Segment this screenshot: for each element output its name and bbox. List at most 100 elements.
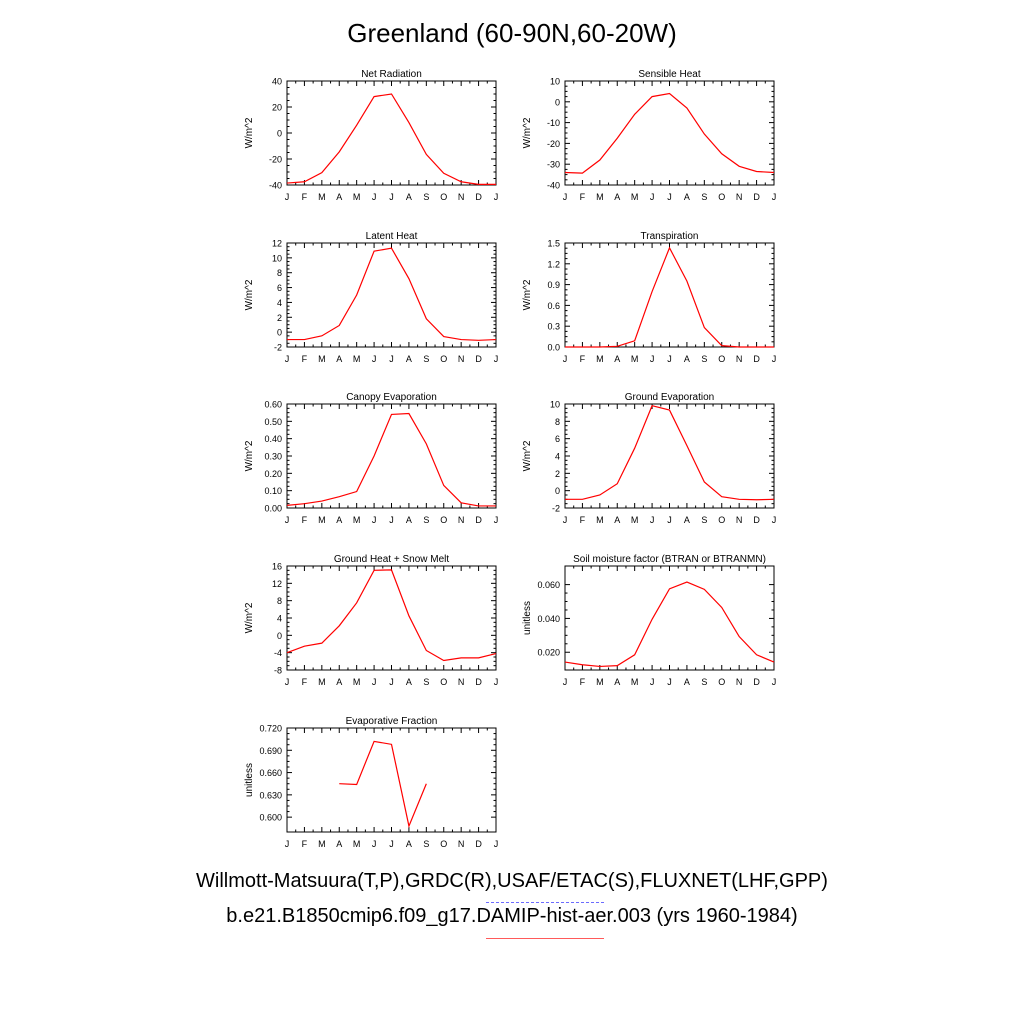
plot-frame bbox=[286, 727, 497, 833]
y-tick-label: 0.6 bbox=[547, 301, 560, 311]
y-tick-label: -20 bbox=[269, 155, 282, 165]
page-title: Greenland (60-90N,60-20W) bbox=[347, 18, 677, 48]
x-tick-label: S bbox=[701, 515, 707, 525]
y-tick-label: 0 bbox=[555, 486, 560, 496]
y-tick-label: 8 bbox=[555, 417, 560, 427]
y-tick-label: 0.30 bbox=[264, 452, 282, 462]
x-tick-label: J bbox=[772, 354, 777, 364]
x-tick-label: D bbox=[475, 677, 482, 687]
panel-title: Ground Heat + Snow Melt bbox=[334, 554, 450, 565]
x-tick-label: F bbox=[302, 192, 308, 202]
x-tick-label: S bbox=[423, 192, 429, 202]
y-tick-label: 20 bbox=[272, 103, 282, 113]
panel-title: Transpiration bbox=[641, 231, 699, 242]
x-tick-label: A bbox=[406, 515, 412, 525]
x-tick-label: M bbox=[318, 515, 326, 525]
legend-observations-label: Willmott-Matsuura(T,P),GRDC(R),USAF/ETAC… bbox=[196, 870, 828, 892]
y-tick-label: -2 bbox=[274, 343, 282, 353]
plot-frame bbox=[564, 403, 775, 509]
x-tick-label: N bbox=[458, 354, 465, 364]
y-tick-label: -8 bbox=[274, 666, 282, 676]
y-tick-label: 16 bbox=[272, 562, 282, 572]
x-tick-label: M bbox=[631, 354, 639, 364]
x-tick-label: M bbox=[596, 515, 604, 525]
plot-frame bbox=[564, 565, 775, 671]
y-tick-label: 8 bbox=[277, 268, 282, 278]
x-tick-label: D bbox=[753, 515, 760, 525]
x-tick-label: O bbox=[718, 515, 725, 525]
y-tick-label: 1.5 bbox=[547, 239, 560, 249]
y-tick-label: 0 bbox=[555, 97, 560, 107]
y-tick-label: 0.40 bbox=[264, 434, 282, 444]
x-tick-label: J bbox=[389, 839, 394, 849]
x-tick-label: M bbox=[596, 354, 604, 364]
y-tick-label: 1.2 bbox=[547, 259, 560, 269]
x-tick-label: J bbox=[667, 515, 672, 525]
y-tick-label: 8 bbox=[277, 596, 282, 606]
x-tick-label: A bbox=[406, 839, 412, 849]
x-tick-label: J bbox=[372, 354, 377, 364]
x-tick-label: O bbox=[718, 677, 725, 687]
x-tick-label: A bbox=[336, 839, 342, 849]
panel-title: Sensible Heat bbox=[638, 69, 700, 80]
x-tick-label: A bbox=[406, 192, 412, 202]
y-tick-label: 0.50 bbox=[264, 417, 282, 427]
y-tick-label: 0.00 bbox=[264, 504, 282, 514]
x-tick-label: J bbox=[285, 192, 290, 202]
x-tick-label: F bbox=[580, 192, 586, 202]
x-tick-label: S bbox=[701, 354, 707, 364]
x-tick-label: J bbox=[650, 677, 655, 687]
x-tick-label: F bbox=[580, 515, 586, 525]
x-tick-label: J bbox=[494, 515, 499, 525]
x-tick-label: A bbox=[614, 192, 620, 202]
x-tick-label: S bbox=[701, 677, 707, 687]
x-tick-label: A bbox=[684, 677, 690, 687]
y-tick-label: 0.040 bbox=[537, 614, 560, 624]
x-tick-label: F bbox=[302, 515, 308, 525]
x-tick-label: J bbox=[650, 192, 655, 202]
series-line bbox=[286, 93, 496, 185]
y-tick-label: -40 bbox=[547, 181, 560, 191]
x-tick-label: M bbox=[596, 677, 604, 687]
x-tick-label: J bbox=[772, 192, 777, 202]
y-tick-label: 0.10 bbox=[264, 486, 282, 496]
x-tick-label: J bbox=[372, 677, 377, 687]
x-tick-label: J bbox=[772, 677, 777, 687]
x-tick-label: F bbox=[302, 677, 308, 687]
plot-frame bbox=[286, 242, 497, 348]
x-tick-label: D bbox=[475, 839, 482, 849]
panel-title: Ground Evaporation bbox=[625, 392, 715, 403]
x-tick-label: D bbox=[475, 192, 482, 202]
y-axis-label: W/m^2 bbox=[522, 279, 533, 310]
y-tick-label: 0.020 bbox=[537, 648, 560, 658]
x-tick-label: S bbox=[423, 354, 429, 364]
y-tick-label: 0 bbox=[277, 129, 282, 139]
y-tick-label: 0.3 bbox=[547, 322, 560, 332]
x-tick-label: J bbox=[372, 192, 377, 202]
panel-title: Evaporative Fraction bbox=[346, 716, 438, 727]
x-tick-label: D bbox=[753, 192, 760, 202]
panel-title: Latent Heat bbox=[366, 231, 418, 242]
x-tick-label: J bbox=[650, 354, 655, 364]
y-tick-label: 0 bbox=[277, 328, 282, 338]
x-tick-label: A bbox=[684, 354, 690, 364]
legend-observations-swatch bbox=[486, 902, 604, 903]
series-line bbox=[286, 412, 496, 507]
x-tick-label: J bbox=[563, 354, 568, 364]
legend-model-swatch bbox=[486, 938, 604, 939]
x-tick-label: D bbox=[475, 515, 482, 525]
x-tick-label: S bbox=[423, 515, 429, 525]
x-tick-label: N bbox=[736, 677, 743, 687]
x-tick-label: N bbox=[458, 515, 465, 525]
x-tick-label: J bbox=[563, 515, 568, 525]
x-tick-label: D bbox=[753, 677, 760, 687]
x-tick-label: J bbox=[772, 515, 777, 525]
y-tick-label: 0.20 bbox=[264, 469, 282, 479]
x-tick-label: J bbox=[389, 515, 394, 525]
x-tick-label: J bbox=[494, 192, 499, 202]
x-tick-label: M bbox=[353, 839, 361, 849]
